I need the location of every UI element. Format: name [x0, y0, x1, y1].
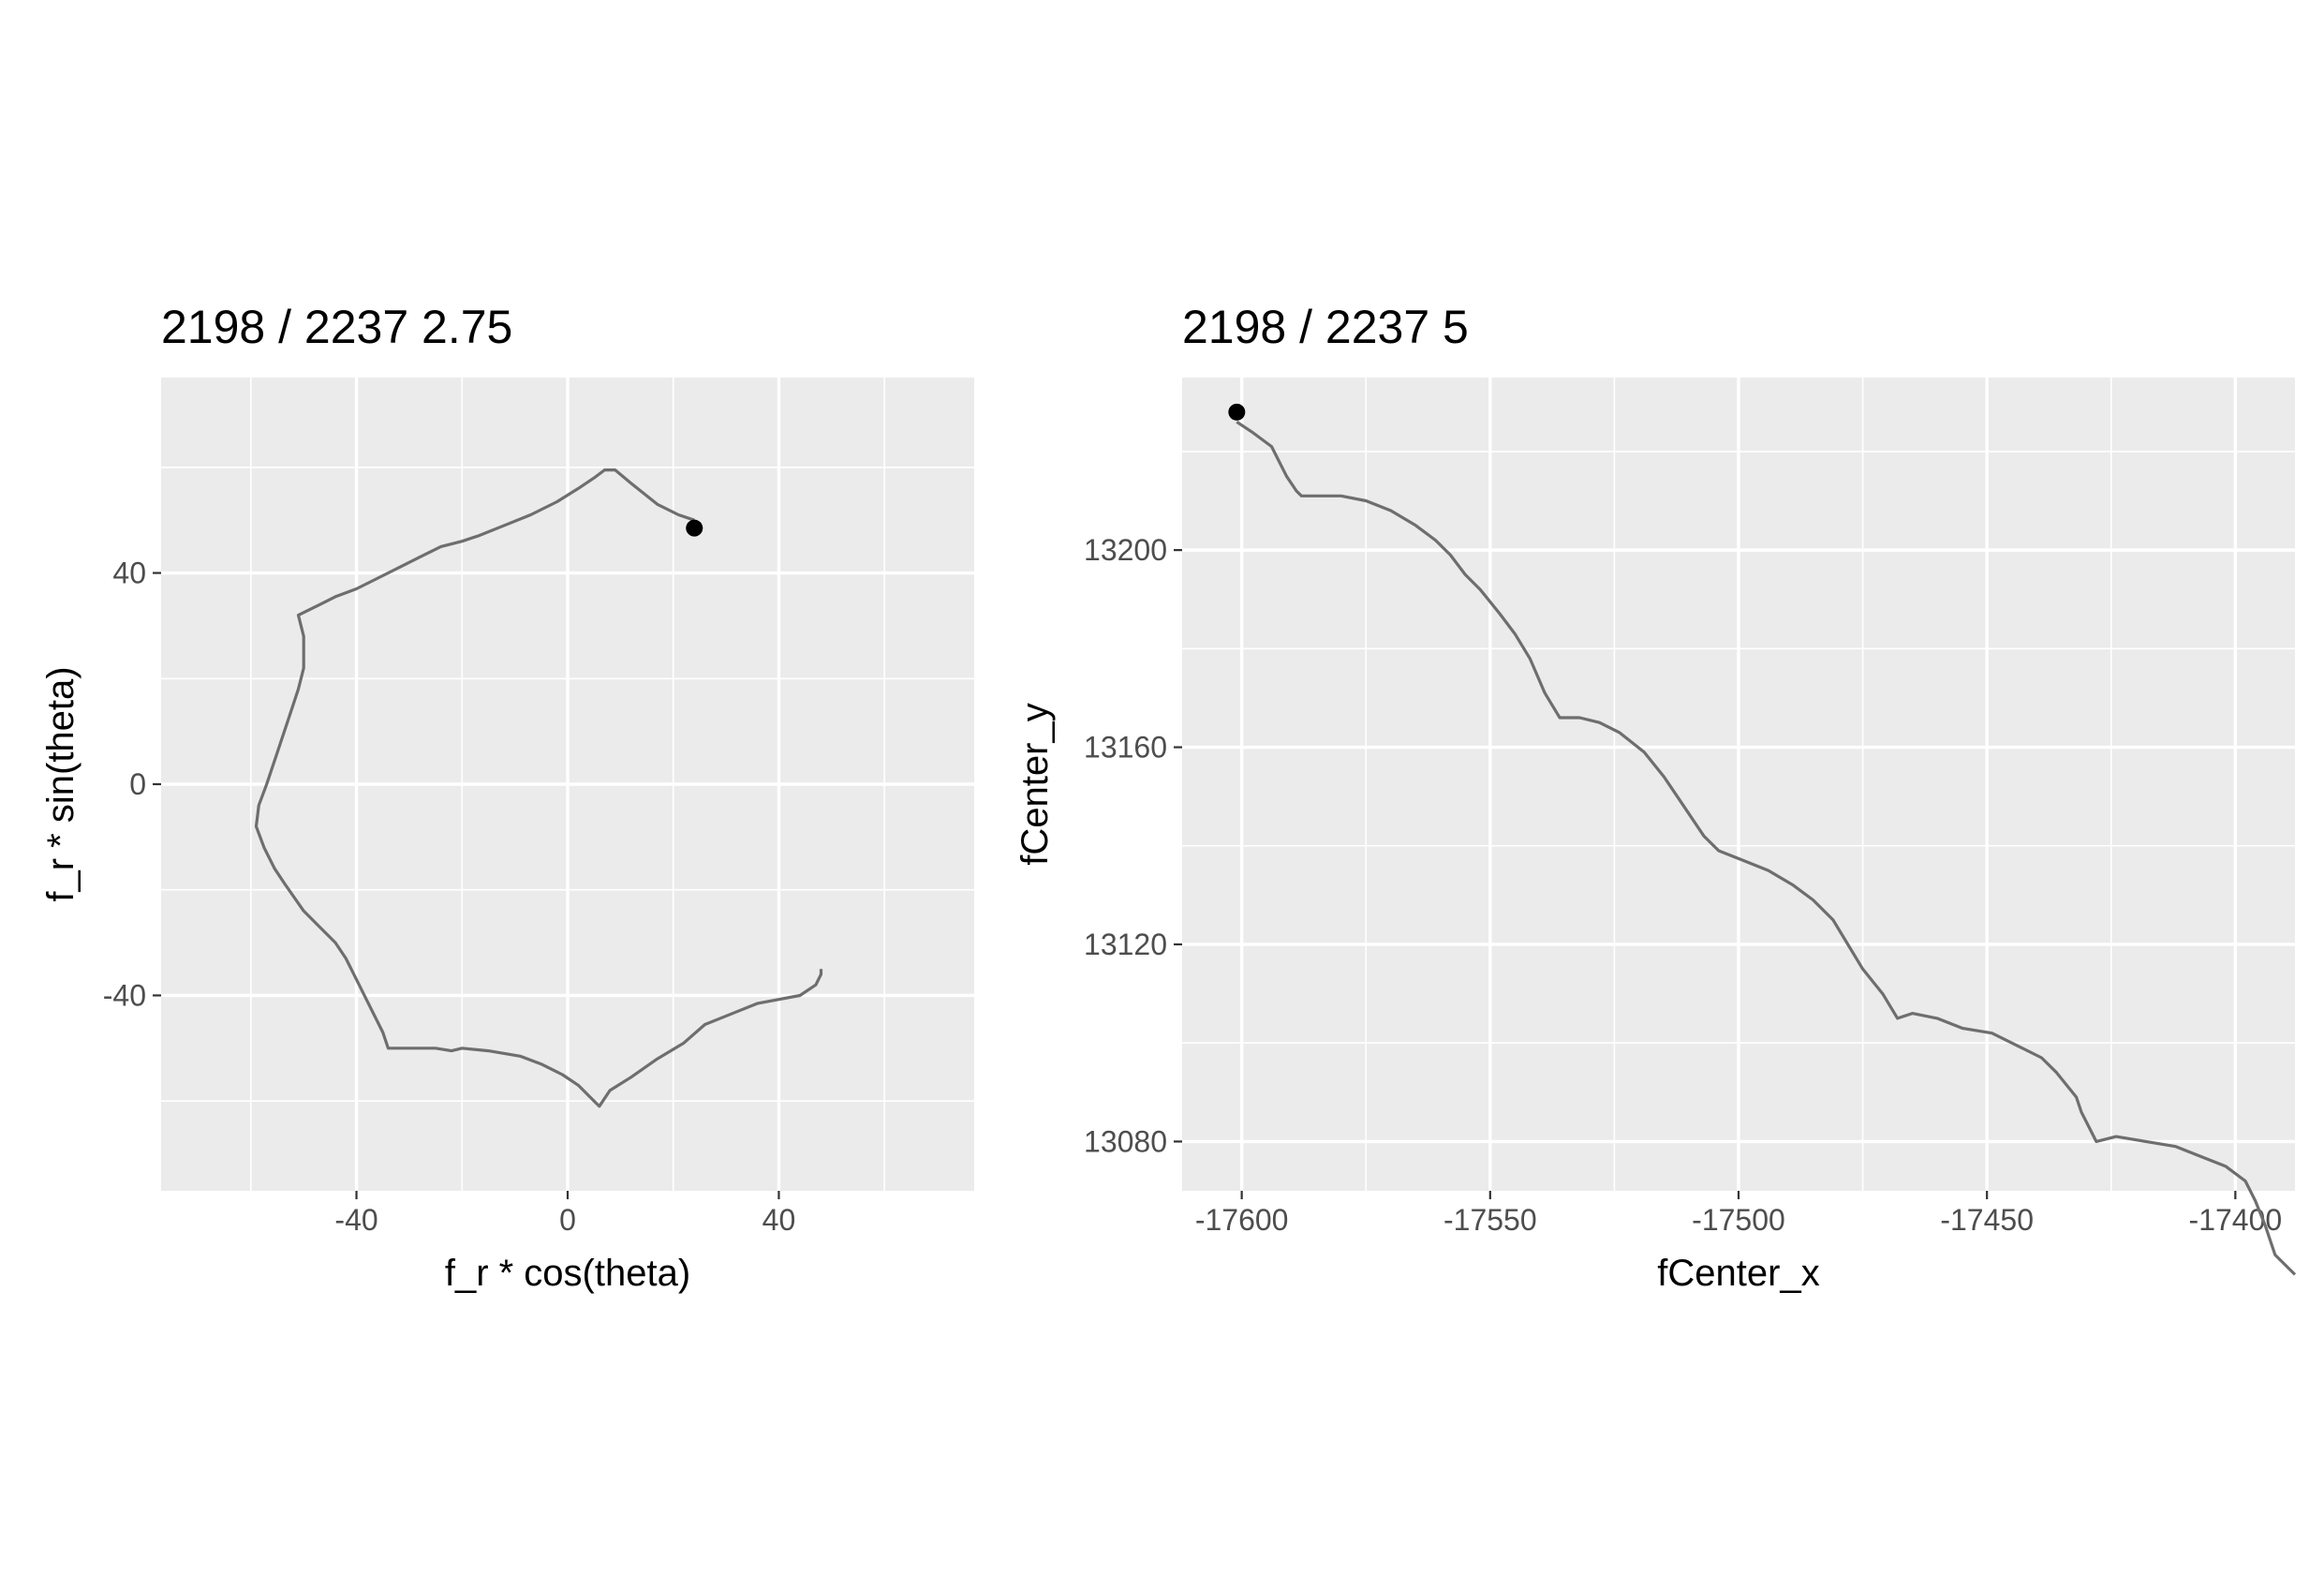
- right-current-point: [1228, 403, 1246, 421]
- left-major-grid: [161, 378, 974, 1191]
- y-tick-label: 13160: [1084, 731, 1167, 765]
- y-tick-label: 13120: [1084, 928, 1167, 961]
- y-tick-label: 40: [112, 557, 146, 590]
- right-trajectory-line: [1236, 420, 2297, 1276]
- left-plot-title: 2198 / 2237 2.75: [161, 301, 512, 353]
- x-tick-label: 0: [559, 1203, 576, 1237]
- trajectory-path: [1236, 420, 2297, 1276]
- current-position-point: [686, 519, 703, 537]
- x-tick-label: -17500: [1692, 1203, 1785, 1237]
- right-plot-title: 2198 / 2237 5: [1182, 301, 1469, 353]
- left-axis-ticks: -40 0 40 -40 0 40: [103, 557, 796, 1237]
- y-tick-label: 13200: [1084, 533, 1167, 567]
- trajectory-path: [254, 468, 823, 1108]
- left-current-point: [686, 519, 703, 537]
- x-tick-label: -40: [334, 1203, 377, 1237]
- y-tick-label: 13080: [1084, 1124, 1167, 1158]
- right-x-axis-title: fCenter_x: [1657, 1253, 1819, 1294]
- right-plot-panel: 2198 / 2237 5 -17600 -17550 -17500 -17450 -1…: [1014, 301, 2297, 1294]
- left-plot-panel: 2198 / 2237 2.75 -40 0 40 -40 0 40 f_r * cos(…: [40, 301, 974, 1294]
- x-tick-label: -17550: [1443, 1203, 1537, 1237]
- right-major-grid: [1182, 378, 2295, 1191]
- x-tick-label: 40: [762, 1203, 796, 1237]
- y-tick-label: -40: [103, 978, 146, 1012]
- current-position-point: [1228, 403, 1246, 421]
- x-tick-label: -17600: [1195, 1203, 1289, 1237]
- x-tick-label: -17450: [1940, 1203, 2034, 1237]
- left-y-axis-title: f_r * sin(theta): [40, 666, 81, 901]
- right-axis-ticks: -17600 -17550 -17500 -17450 -174001308013120…: [1084, 533, 2282, 1237]
- right-y-axis-title: fCenter_y: [1014, 703, 1056, 865]
- left-x-axis-title: f_r * cos(theta): [445, 1253, 690, 1294]
- y-tick-label: 0: [129, 767, 146, 801]
- left-trajectory-line: [254, 468, 823, 1108]
